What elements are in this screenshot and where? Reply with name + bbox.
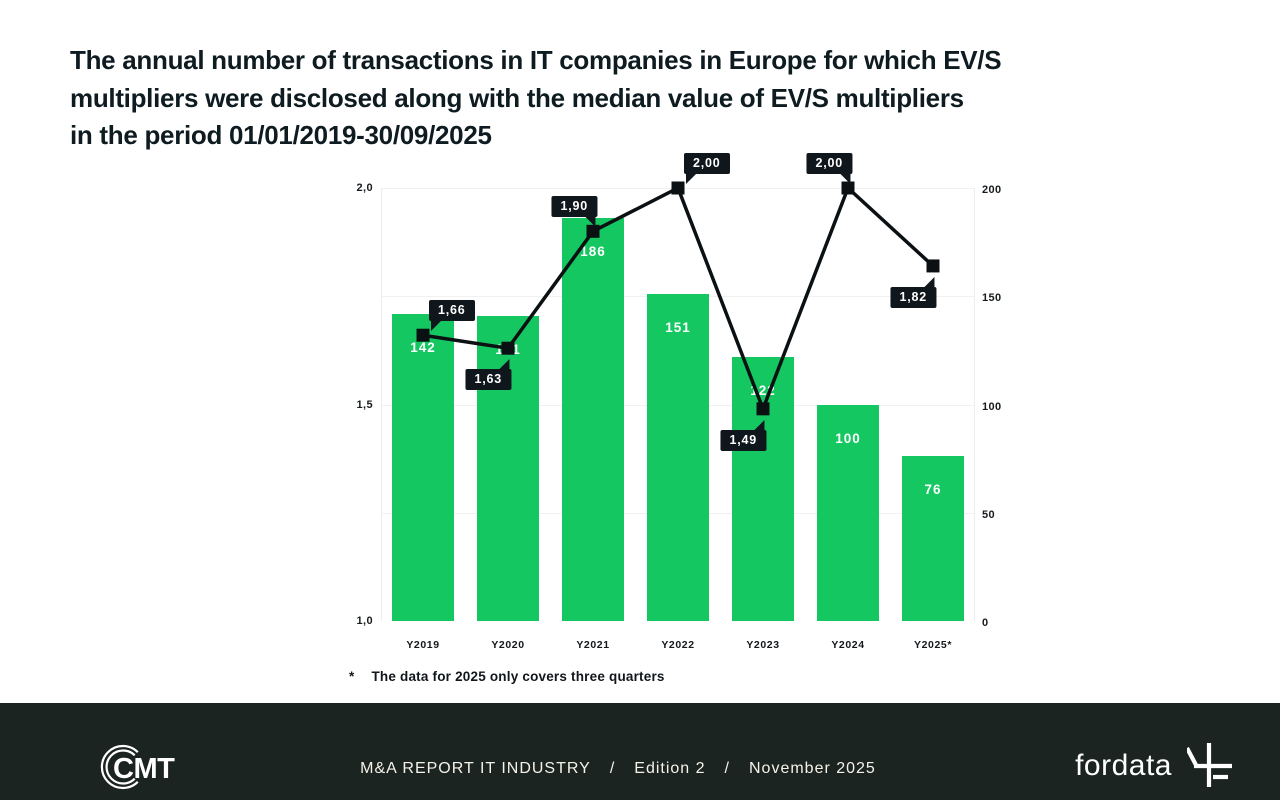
fordata-logo: fordata bbox=[1075, 743, 1233, 789]
footer-edition: Edition 2 bbox=[634, 760, 706, 777]
y-axis-tick-right: 200 bbox=[982, 184, 1002, 196]
line-value-badge: 2,00 bbox=[806, 153, 852, 184]
bar-Y2019: 142 bbox=[392, 313, 454, 621]
bar-Y2021: 186 bbox=[562, 218, 624, 621]
title-line-1: The annual number of transactions in IT … bbox=[70, 45, 1002, 75]
y-axis-tick-left: 1,0 bbox=[356, 615, 373, 627]
x-axis-label-Y2023: Y2023 bbox=[746, 639, 780, 651]
footer-separator: / bbox=[724, 760, 730, 777]
y-axis-tick-left: 2,0 bbox=[356, 182, 373, 194]
footnote-text: The data for 2025 only covers three quar… bbox=[371, 669, 665, 684]
cmt-logo-text: CMT bbox=[113, 753, 175, 785]
footnote-asterisk: * bbox=[349, 669, 355, 684]
cmt-logo-outer-arc-icon bbox=[100, 744, 139, 790]
x-axis-label-Y2022: Y2022 bbox=[661, 639, 695, 651]
x-axis-label-Y2025*: Y2025* bbox=[913, 639, 953, 651]
x-axis-label-Y2024: Y2024 bbox=[831, 639, 865, 651]
bar-value-label: 100 bbox=[835, 430, 861, 446]
bar-value-label: 142 bbox=[410, 339, 436, 355]
cmt-logo-inner-arc-icon bbox=[105, 749, 136, 785]
line-value-badge: 1,63 bbox=[465, 359, 511, 391]
bar-value-label: 151 bbox=[665, 320, 691, 336]
line-value-badge: 1,90 bbox=[551, 196, 597, 228]
line-marker bbox=[841, 181, 855, 195]
footer-date: November 2025 bbox=[748, 760, 876, 777]
line-value-badge: 1,49 bbox=[720, 419, 766, 451]
bar-Y2025*: 76 bbox=[902, 456, 964, 621]
y-axis-tick-right: 100 bbox=[982, 400, 1002, 413]
x-axis-label-Y2021: Y2021 bbox=[576, 639, 610, 651]
y-axis-tick-right: 150 bbox=[982, 292, 1002, 305]
footer-report-name: M&A REPORT IT INDUSTRY bbox=[360, 760, 591, 777]
bar-value-label: 186 bbox=[580, 244, 606, 260]
footer-bar: CMT M&A REPORT IT INDUSTRY / Edition 2 / Nov… bbox=[0, 703, 1280, 800]
line-marker bbox=[671, 181, 685, 195]
chart-footnote: * The data for 2025 only covers three qu… bbox=[349, 669, 665, 684]
chart-plot-area: 14214118615112210076 1,661,631,902,001,4… bbox=[357, 153, 1001, 651]
y-axis-tick-right: 0 bbox=[982, 617, 989, 629]
footer-separator: / bbox=[609, 760, 616, 777]
title-line-2: multipliers were disclosed along with th… bbox=[70, 82, 964, 113]
x-axis-label-Y2019: Y2019 bbox=[406, 639, 440, 651]
line-marker bbox=[586, 224, 600, 238]
cmt-logo: CMT bbox=[100, 744, 176, 790]
line-marker bbox=[501, 341, 515, 355]
title-line-3: in the period 01/01/2019-30/09/2025 bbox=[70, 120, 492, 150]
line-value-badge: 2,00 bbox=[684, 153, 730, 184]
report-title: The annual number of transactions in IT … bbox=[70, 42, 1230, 155]
bar-Y2022: 151 bbox=[647, 294, 709, 621]
line-marker bbox=[756, 402, 770, 416]
line-series bbox=[416, 181, 940, 416]
bar-value-label: 76 bbox=[924, 482, 942, 498]
fordata-symbol-icon bbox=[1187, 743, 1232, 787]
bar-Y2024: 100 bbox=[817, 404, 879, 621]
y-axis-tick-left: 1,5 bbox=[356, 398, 373, 411]
x-axis-label-Y2020: Y2020 bbox=[491, 639, 525, 651]
line-value-badge: 1,66 bbox=[429, 300, 475, 332]
fordata-wordmark: fordata bbox=[1075, 749, 1172, 782]
y-axis-tick-right: 50 bbox=[982, 508, 996, 521]
line-marker bbox=[926, 259, 940, 273]
line-marker bbox=[416, 328, 430, 342]
footer-caption: M&A REPORT IT INDUSTRY / Edition 2 / Novembe… bbox=[360, 760, 876, 778]
line-value-badge: 1,82 bbox=[890, 276, 936, 308]
